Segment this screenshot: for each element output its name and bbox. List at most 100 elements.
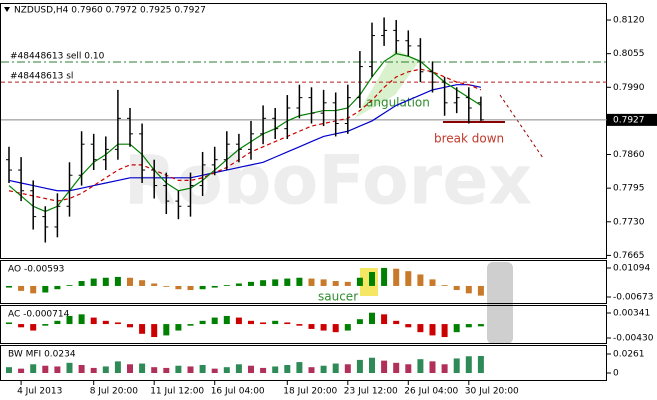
histogram-bar (42, 365, 49, 374)
histogram-bar (127, 277, 133, 286)
histogram-bar (90, 367, 97, 374)
histogram-bar (78, 281, 85, 286)
y-tick-label: 0.8055 (613, 49, 645, 59)
histogram-bar (42, 324, 49, 326)
histogram-bar (90, 317, 97, 325)
histogram-bar (296, 324, 303, 326)
pane-border (0, 3, 607, 259)
breakdown-arrow (499, 94, 544, 159)
moving-average (8, 84, 482, 192)
pane-border (0, 305, 607, 344)
histogram-bar (429, 361, 436, 374)
histogram-bar (151, 367, 158, 374)
histogram-bar (441, 285, 448, 286)
histogram-bar (90, 278, 97, 286)
histogram-bar (308, 278, 315, 286)
histogram-bar (211, 285, 218, 288)
histogram-bar (320, 279, 327, 286)
x-tick-label: 11 Jul 12:00 (150, 387, 204, 397)
menu-icon[interactable] (4, 7, 10, 12)
moving-average (8, 53, 482, 213)
histogram-bar (175, 365, 182, 374)
histogram-bar (30, 364, 37, 374)
histogram-bar (163, 324, 170, 336)
histogram-bar (199, 365, 206, 374)
histogram-bar (405, 364, 412, 374)
histogram-bar (453, 285, 460, 291)
annotation: angulation (366, 96, 430, 110)
histogram-bar (235, 364, 242, 374)
histogram-bar (284, 322, 291, 325)
histogram-bar (356, 359, 363, 374)
histogram-bar (139, 363, 146, 374)
histogram-bar (284, 278, 291, 286)
histogram-bar (477, 285, 484, 296)
annotation: saucer (318, 290, 358, 304)
histogram-bar (381, 314, 388, 325)
x-tick-label: 18 Jul 20:00 (283, 387, 337, 397)
pane-title: AC -0.000714 (8, 310, 70, 320)
last-price-label: 0.7927 (613, 115, 645, 125)
histogram-bar (18, 368, 25, 374)
histogram-bar (453, 358, 460, 374)
histogram-bar (260, 367, 267, 374)
histogram-bar (344, 324, 351, 331)
histogram-bar (151, 283, 158, 286)
histogram-bar (30, 285, 37, 294)
x-tick-label: 26 Jul 04:00 (404, 387, 458, 397)
watermark: RoboForex (124, 142, 532, 221)
moving-average (8, 68, 482, 202)
histogram-bar (308, 324, 315, 329)
histogram-bar (114, 322, 121, 325)
histogram-bar (272, 366, 279, 374)
histogram-bar (272, 320, 279, 325)
histogram-bar (405, 324, 412, 328)
histogram-bar (248, 281, 254, 286)
y-tick-label: 0 (613, 369, 619, 379)
histogram-bar (139, 324, 146, 334)
y-tick-label: 0.00341 (613, 309, 650, 319)
histogram-bar (66, 285, 73, 286)
histogram-bar (441, 364, 448, 374)
histogram-bar (151, 324, 158, 338)
histogram-bar (441, 324, 448, 338)
histogram-bar (211, 368, 218, 374)
histogram-bar (199, 320, 206, 325)
histogram-bar (187, 324, 194, 326)
histogram-bar (54, 320, 61, 325)
histogram-bar (66, 362, 73, 374)
histogram-bar (102, 320, 109, 325)
histogram-bar (223, 367, 230, 374)
histogram-bar (260, 322, 267, 325)
histogram-bar (453, 324, 460, 333)
histogram-bar (211, 317, 218, 325)
histogram-bar (235, 283, 242, 286)
x-tick-label: 23 Jul 12:00 (344, 387, 398, 397)
histogram-bar (308, 367, 315, 374)
panes (0, 3, 607, 381)
y-tick-label: 0.7665 (613, 251, 645, 261)
histogram-bar (114, 361, 121, 374)
histogram-bar (235, 317, 242, 325)
histogram-bar (393, 320, 400, 325)
histogram-bar (320, 365, 327, 374)
histogram-bar (127, 324, 133, 328)
histogram-bar (332, 324, 339, 333)
histogram-bar (393, 362, 400, 374)
histogram-bar (139, 280, 146, 286)
histogram-bar (175, 285, 182, 290)
histogram-bar (114, 276, 121, 286)
histogram-bar (6, 367, 12, 374)
histogram-bar (417, 324, 424, 333)
x-tick-label: 8 Jul 20:00 (90, 387, 139, 397)
histogram-bar (381, 267, 388, 286)
histogram-bar (296, 277, 303, 286)
histogram-bar (417, 274, 424, 286)
y-tick-label: 0.7990 (613, 83, 645, 93)
histogram-bar (356, 277, 363, 286)
x-tick-label: 16 Jul 04:00 (211, 387, 265, 397)
histogram-bar (417, 359, 424, 374)
histogram-bar (102, 277, 109, 286)
